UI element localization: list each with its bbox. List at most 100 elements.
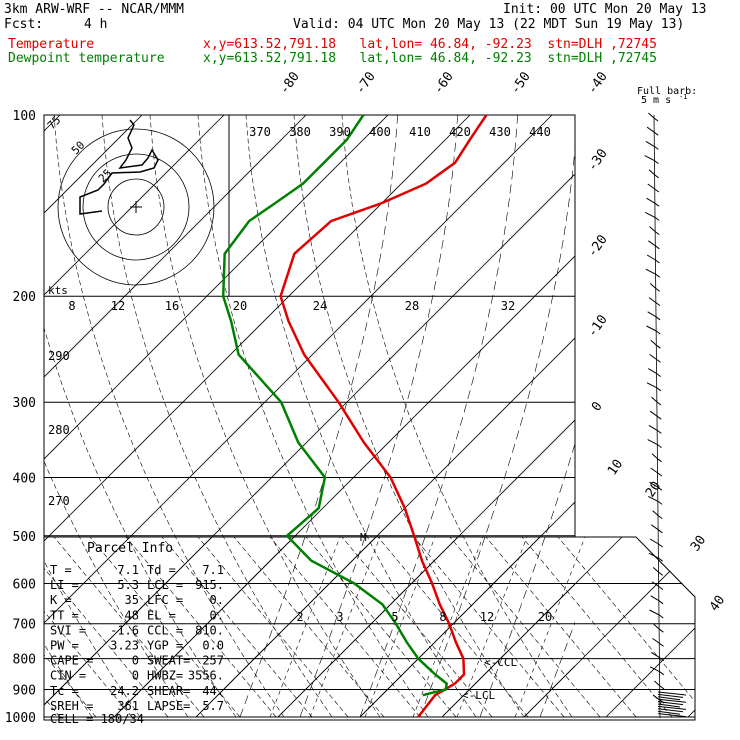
shear-axis-label: 12	[111, 299, 125, 313]
wind-barb	[659, 657, 665, 661]
parcel-field-value: 35	[125, 593, 139, 607]
wind-barb	[652, 637, 660, 644]
wind-barb	[650, 339, 657, 346]
pressure-label: 1000	[5, 711, 36, 726]
mixing-ratio-line	[364, 536, 436, 718]
parcel-cell-motion: CELL = 180/34	[50, 712, 144, 726]
forecast-label: Fcst:	[4, 17, 44, 32]
wind-key-value: 5 m s	[641, 95, 671, 106]
wind-barb	[647, 311, 657, 318]
dry-adiabat	[377, 537, 529, 718]
dry-adiabat	[233, 537, 385, 718]
wind-barb	[648, 368, 657, 375]
isotherm-line	[606, 115, 740, 717]
dry-adiabat	[161, 537, 313, 718]
ccl-marker: <-CCL	[484, 656, 517, 669]
hodograph-units: kts	[48, 284, 68, 297]
moist-adiabat-grid	[239, 115, 575, 718]
parcel-field-value: -1.6	[110, 623, 139, 637]
dewpoint-trace	[221, 114, 448, 697]
wind-barb	[658, 614, 664, 619]
parcel-field-value: 3556.	[188, 669, 224, 683]
hodograph-trace	[79, 119, 159, 215]
parcel-field-value: 5.3	[117, 578, 139, 592]
theta-side-label: 290	[48, 349, 70, 363]
parcel-field-value: 0.	[210, 608, 224, 622]
hodograph-ring-label: 50	[69, 139, 88, 158]
wind-barb	[655, 316, 661, 321]
parcel-field-label: T =	[50, 563, 72, 577]
wind-barb	[657, 693, 684, 698]
wind-barb	[649, 353, 657, 360]
theta-side-label: 280	[48, 423, 70, 437]
wind-barb	[644, 155, 655, 162]
isotherm-line	[44, 115, 553, 624]
isotherm-label: 10	[605, 457, 626, 478]
wind-barb	[657, 710, 681, 715]
wind-barb	[659, 671, 665, 676]
wind-barb	[654, 160, 659, 165]
wind-barb	[657, 703, 681, 708]
wind-barb	[655, 259, 660, 264]
parcel-field-label: Tc =	[50, 684, 79, 698]
isotherm-line	[44, 115, 307, 378]
parcel-field-value: 0	[132, 654, 139, 668]
pressure-label: 600	[13, 577, 36, 592]
wind-barb	[654, 188, 660, 193]
mixing-ratio-line	[412, 536, 484, 718]
wind-barb	[658, 600, 664, 605]
moist-adiabat	[239, 115, 398, 718]
isotherm-label: -30	[585, 146, 611, 174]
dry-adiabat	[521, 537, 673, 718]
wind-barb	[651, 453, 658, 460]
wind-barb	[645, 140, 655, 147]
pressure-label: 300	[13, 396, 36, 411]
wind-barb	[657, 696, 681, 701]
moist-adiabat	[479, 442, 575, 718]
wind-barb	[655, 330, 661, 335]
parcel-info-title: Parcel Info	[87, 541, 173, 556]
wind-barb	[655, 287, 661, 292]
dry-adiabat	[557, 537, 695, 718]
wind-barb	[649, 226, 656, 232]
wind-barb	[646, 197, 656, 204]
isotherm-label: -70	[353, 69, 379, 97]
parcel-field-label: YGP =	[147, 639, 183, 653]
parcel-field-label: CIN =	[50, 669, 86, 683]
wind-barb	[656, 373, 662, 378]
wind-barb	[647, 439, 658, 446]
wind-barb	[654, 202, 660, 207]
isotherm-line	[277, 537, 459, 718]
shear-axis-label: 24	[313, 299, 327, 313]
wind-barb	[655, 273, 660, 278]
parcel-field-label: HWBZ=	[147, 669, 183, 683]
parcel-field-value: 0.	[210, 593, 224, 607]
forecast-hour: 4 h	[84, 17, 108, 32]
parcel-field-label: Td =	[147, 563, 176, 577]
wind-barb	[649, 283, 657, 289]
wind-barb	[656, 387, 662, 392]
parcel-field-value: 257	[202, 654, 224, 668]
isotherm-label: -40	[585, 69, 611, 97]
wind-barb	[648, 240, 656, 247]
valid-time: Valid: 04 UTC Mon 20 May 13 (22 MDT Sun …	[293, 17, 685, 32]
isotherm-label: 20	[643, 479, 664, 500]
theta-label: 390	[329, 125, 351, 139]
wind-barb	[658, 557, 663, 562]
parcel-field-label: SVI =	[50, 623, 86, 637]
parcel-field-value: 44.	[202, 684, 224, 698]
wind-barb	[659, 643, 664, 647]
lcl-marker: <-LCL	[462, 689, 495, 702]
wind-barb	[658, 572, 664, 576]
shear-axis-label: 16	[165, 299, 179, 313]
theta-label: 440	[529, 125, 551, 139]
isotherm-label: -50	[508, 69, 534, 97]
legend-temperature-info: x,y=613.52,791.18 lat,lon= 46.84, -92.23…	[203, 37, 657, 52]
parcel-field-value: 0.0	[202, 639, 224, 653]
theta-label: 370	[249, 125, 271, 139]
wind-barb	[657, 698, 687, 703]
mixing-ratio-line	[456, 536, 528, 718]
parcel-field-label: LCL =	[147, 578, 183, 592]
wind-barb	[646, 382, 658, 389]
isotherm-line	[113, 537, 295, 718]
